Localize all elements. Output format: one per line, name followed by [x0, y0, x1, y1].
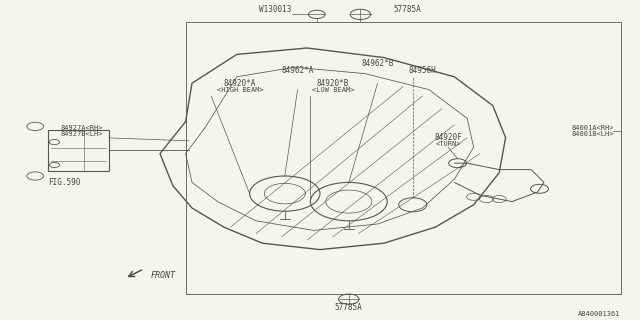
Text: <TURN>: <TURN> [435, 141, 461, 147]
Text: 84920F: 84920F [434, 133, 462, 142]
Text: 84927B<LH>: 84927B<LH> [61, 132, 103, 137]
Text: 84962*B: 84962*B [362, 60, 394, 68]
Text: FIG.590: FIG.590 [48, 178, 81, 187]
Text: W130013: W130013 [259, 5, 291, 14]
Text: FRONT: FRONT [150, 271, 175, 280]
Text: 57785A: 57785A [394, 5, 421, 14]
Text: 84920*B: 84920*B [317, 79, 349, 88]
Text: 84962*A: 84962*A [282, 66, 314, 75]
Text: 84927A<RH>: 84927A<RH> [61, 125, 103, 131]
Text: 57785A: 57785A [335, 303, 363, 312]
Text: 84001B<LH>: 84001B<LH> [572, 132, 614, 137]
Text: 84001A<RH>: 84001A<RH> [572, 125, 614, 131]
Text: <HIGH BEAM>: <HIGH BEAM> [216, 87, 264, 92]
Text: 84956H: 84956H [408, 66, 436, 75]
Text: <LOW BEAM>: <LOW BEAM> [312, 87, 354, 92]
Text: A840001361: A840001361 [579, 311, 621, 316]
Text: 84920*A: 84920*A [224, 79, 256, 88]
